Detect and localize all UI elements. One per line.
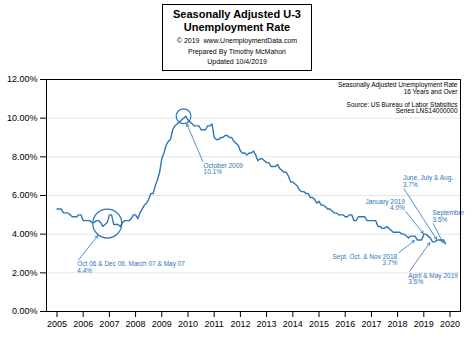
- svg-text:January 20194.0%: January 20194.0%: [365, 197, 405, 211]
- html-text:September: September: [432, 209, 465, 217]
- svg-text:10.00%: 10.00%: [7, 113, 38, 123]
- svg-text:2013: 2013: [257, 319, 277, 329]
- svg-text:2015: 2015: [309, 319, 329, 329]
- svg-text:12.00%: 12.00%: [7, 74, 38, 84]
- svg-text:2005: 2005: [47, 319, 67, 329]
- svg-text:2.00%: 2.00%: [12, 268, 38, 278]
- svg-text:0.00%: 0.00%: [12, 306, 38, 316]
- svg-text:Oct 06 & Dec 06, March 07 & Ma: Oct 06 & Dec 06, March 07 & May 074.4%: [77, 260, 185, 274]
- svg-text:Seasonally Adjusted Unemployme: Seasonally Adjusted Unemployment Rate16 …: [338, 81, 458, 114]
- svg-text:2009: 2009: [152, 319, 172, 329]
- svg-text:April & May 20193.6%: April & May 20193.6%: [408, 271, 458, 285]
- svg-text:2016: 2016: [335, 319, 355, 329]
- svg-text:2008: 2008: [126, 319, 146, 329]
- svg-text:2010: 2010: [178, 319, 198, 329]
- svg-text:2014: 2014: [283, 319, 303, 329]
- html-text:Seasonally Adjusted U-3 Unempl: Seasonally Adjusted U-3 Unemployment Rat…: [173, 8, 301, 34]
- svg-text:2017: 2017: [361, 319, 381, 329]
- svg-text:2018: 2018: [388, 319, 408, 329]
- html-text:© 2019 www.UnemploymentData.co: © 2019 www.UnemploymentData.com Prepared…: [176, 37, 298, 65]
- svg-text:2006: 2006: [73, 319, 93, 329]
- svg-text:2020: 2020: [440, 319, 460, 329]
- svg-text:8.00%: 8.00%: [12, 152, 38, 162]
- svg-text:Sept. Oct. & Nov 20183.7%: Sept. Oct. & Nov 20183.7%: [332, 252, 397, 266]
- svg-text:June, July & Aug.3.7%: June, July & Aug.3.7%: [403, 174, 453, 188]
- svg-text:2011: 2011: [205, 319, 224, 329]
- svg-text:4.00%: 4.00%: [12, 229, 38, 239]
- svg-text:2019: 2019: [414, 319, 434, 329]
- svg-text:October 200910.1%: October 200910.1%: [204, 162, 244, 176]
- svg-text:2007: 2007: [99, 319, 119, 329]
- svg-text:2012: 2012: [230, 319, 250, 329]
- html-text:3.5%: 3.5%: [432, 215, 448, 223]
- svg-text:6.00%: 6.00%: [12, 190, 38, 200]
